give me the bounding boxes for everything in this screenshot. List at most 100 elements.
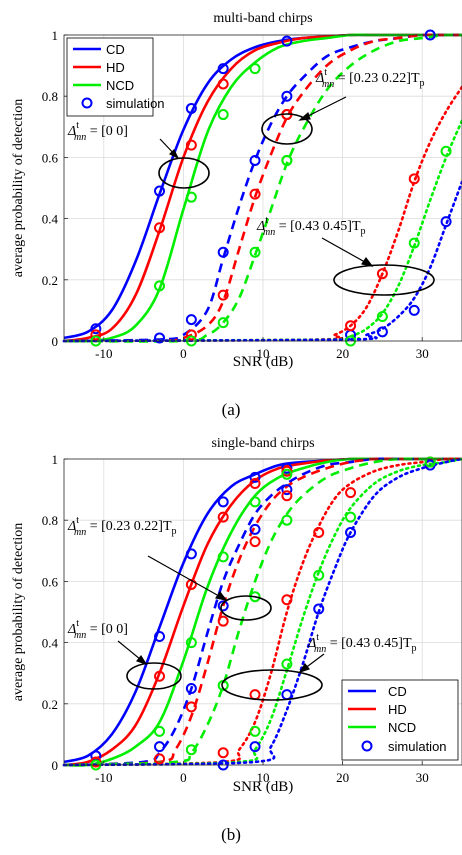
arrow-head <box>168 148 180 160</box>
x-tick-label: 10 <box>257 770 270 785</box>
simulation-marker <box>90 323 102 335</box>
simulation-marker <box>185 191 197 203</box>
series-line-hd-dashed <box>63 457 462 767</box>
simulation-marker <box>249 471 261 483</box>
simulation-marker <box>345 526 357 538</box>
series-line-cd-dotted <box>62 180 462 343</box>
legend-label-simulation: simulation <box>388 739 447 754</box>
y-tick-label: 0.4 <box>42 212 59 227</box>
simulation-marker <box>345 511 357 523</box>
simulation-marker <box>185 683 197 694</box>
simulation-marker <box>376 311 388 323</box>
annotation-label: Δt mn = [0 0] <box>67 618 128 641</box>
simulation-marker <box>281 90 293 102</box>
arrow <box>147 555 227 601</box>
legend-label-simulation: simulation <box>106 96 165 111</box>
annotation-ellipse <box>158 157 210 189</box>
y-tick-label: 0 <box>52 334 59 349</box>
legend-label-hd: HD <box>388 702 407 717</box>
simulation-marker <box>217 246 229 258</box>
simulation-marker <box>345 320 357 332</box>
arrow-head <box>361 256 374 267</box>
y-tick-label: 1 <box>52 28 59 43</box>
simulation-marker <box>185 329 197 341</box>
simulation-marker <box>313 526 325 538</box>
chart-title: multi-band chirps <box>213 11 312 26</box>
legend-label-ncd: NCD <box>388 720 416 735</box>
y-axis-label: average probability of detection <box>11 99 26 277</box>
x-tick-label: 30 <box>416 346 429 361</box>
x-tick-labels: -10 0 10 20 30 <box>95 761 429 785</box>
x-tick-label: 30 <box>416 770 429 785</box>
annotation-ellipse <box>220 595 272 621</box>
simulation-marker <box>281 514 293 526</box>
simulation-marker <box>217 496 229 508</box>
simulation-marker <box>313 569 325 581</box>
simulation-marker <box>217 747 229 759</box>
simulation-marker <box>249 154 261 166</box>
simulation-marker <box>154 280 166 292</box>
annotation-label: Δt mn = [0.43 0.45]Tp <box>256 215 366 238</box>
annotation-label: Δt mn = [0.23 0.22]Tp <box>67 515 177 538</box>
legend-label-cd: CD <box>106 42 125 57</box>
arrow-head <box>215 590 228 601</box>
series-line-ncd-dashed <box>63 33 462 343</box>
simulation-marker <box>90 329 102 341</box>
x-tick-label: 10 <box>257 346 270 361</box>
simulation-marker <box>217 63 229 75</box>
simulation-marker <box>154 185 166 197</box>
annotation-ellipse <box>261 113 313 145</box>
simulation-marker <box>440 216 452 228</box>
simulation-marker <box>249 188 261 200</box>
simulation-marker <box>154 630 166 642</box>
simulation-marker <box>281 468 293 480</box>
annotation-ellipse <box>333 264 435 296</box>
legend: CD HD NCD simulation <box>66 37 165 117</box>
y-tick-label: 0.8 <box>42 513 58 528</box>
y-axis-label: average probability of detection <box>11 523 26 701</box>
x-tick-label: 20 <box>336 770 349 785</box>
simulation-marker <box>281 658 293 670</box>
legend-swatch-simulation <box>81 97 93 109</box>
arrow-head <box>135 654 148 666</box>
y-tick-label: 0.6 <box>42 150 59 165</box>
simulation-marker <box>185 314 197 326</box>
annotation-label: Δt mn = [0.43 0.45]Tp <box>307 632 417 655</box>
simulation-marker <box>424 456 436 468</box>
arrow-head <box>298 662 311 674</box>
simulation-marker <box>217 615 229 627</box>
simulation-marker <box>217 551 229 563</box>
simulation-marker <box>154 725 166 737</box>
y-tick-label: 1 <box>52 452 59 467</box>
simulation-marker <box>185 637 197 649</box>
y-tick-labels: 0 0.2 0.4 0.6 0.8 1 <box>42 28 68 349</box>
simulation-marker <box>440 145 452 157</box>
panel-caption: (b) <box>221 825 241 844</box>
series-line-cd-dotted <box>62 457 462 767</box>
simulation-marker <box>154 222 166 234</box>
legend-swatch-simulation <box>361 740 373 752</box>
annotation-ellipse <box>126 662 182 690</box>
simulation-marker <box>376 268 388 280</box>
x-tick-label: -10 <box>95 346 112 361</box>
simulation-markers <box>90 456 436 771</box>
simulation-marker <box>217 317 229 329</box>
simulation-marker <box>408 173 420 185</box>
simulation-marker <box>154 332 166 344</box>
y-tick-label: 0 <box>52 758 59 773</box>
simulation-marker <box>281 490 293 502</box>
simulation-marker <box>185 744 197 756</box>
simulation-marker <box>185 548 197 560</box>
panel-a: multi-band chirps -10 0 10 20 30 00.20.40.60… <box>11 11 462 419</box>
simulation-marker <box>281 154 293 166</box>
simulation-marker <box>281 594 293 606</box>
y-tick-label: 0.2 <box>42 273 58 288</box>
legend-box <box>341 679 459 761</box>
series-line-cd-dashed <box>63 33 462 343</box>
simulation-marker <box>249 246 261 258</box>
simulation-marker <box>217 511 229 523</box>
y-tick-label: 0.4 <box>42 636 59 651</box>
simulation-marker <box>154 753 166 765</box>
simulation-marker <box>154 741 166 753</box>
x-axis-label: SNR (dB) <box>233 779 293 795</box>
